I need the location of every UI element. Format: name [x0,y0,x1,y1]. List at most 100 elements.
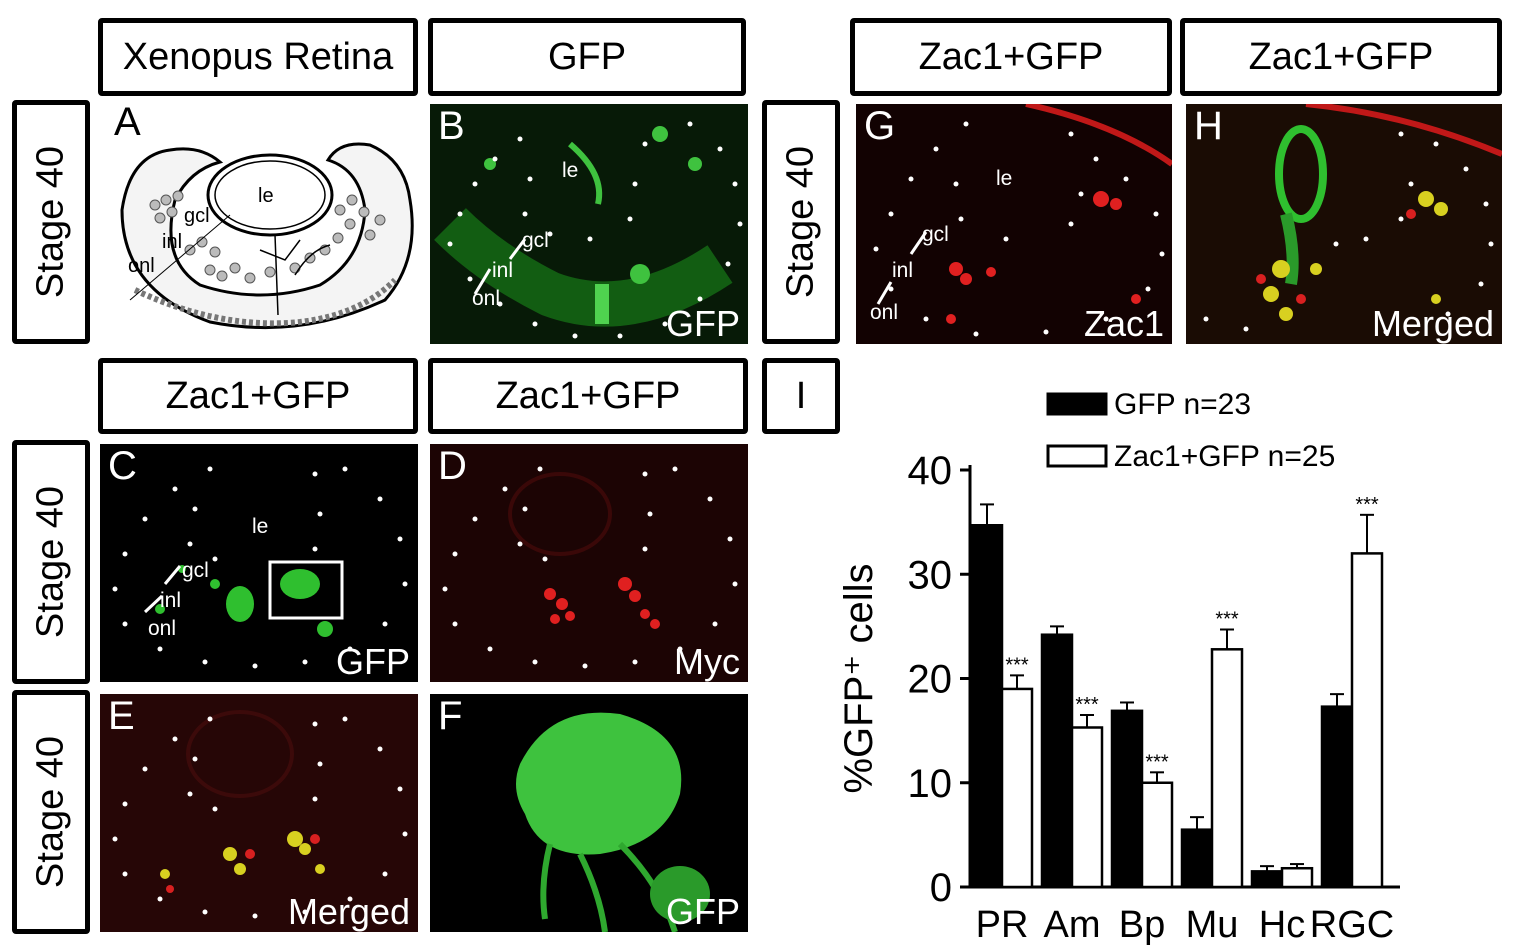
panel-caption: GFP [665,891,740,932]
significance-label: *** [1075,694,1099,716]
legend-label: GFP n=23 [1114,388,1251,421]
label-onl: onl [472,287,501,310]
label-le: le [562,159,579,182]
boundary-dots [1203,131,1494,335]
panel-c-image [112,466,408,669]
panel-f-image [516,712,710,932]
stage-text: Stage 40 [779,145,822,299]
panel-d-image [442,466,738,669]
y-tick-label: 0 [930,866,952,910]
header-zac1-gfp-d: Zac1+GFP [428,358,748,434]
label-onl: onl [148,617,177,640]
header-text: Zac1+GFP [495,374,681,417]
panel-d-myc: D Myc [430,444,748,682]
x-tick-label: Hc [1259,904,1305,946]
label-inl: inl [160,589,182,612]
stage-label-row1-right: Stage 40 [762,100,840,344]
header-xenopus-retina: Xenopus Retina [98,18,418,96]
legend-swatch [1046,392,1108,416]
panel-h-image [1203,104,1502,335]
significance-label: *** [1145,751,1169,773]
header-text: Xenopus Retina [122,35,394,78]
label-le: le [996,167,1013,190]
header-text: Zac1+GFP [165,374,351,417]
panel-letter: B [438,104,465,148]
legend-label: Zac1+GFP n=25 [1114,440,1335,473]
significance-label: *** [1215,609,1239,631]
header-text: I [795,374,807,417]
panel-a-schematic: A le gcl inl onl [100,100,418,344]
panel-caption: Merged [287,891,410,932]
x-tick-label: Bp [1119,904,1165,946]
significance-label: *** [1355,494,1379,516]
zoom-box [268,560,344,620]
bar [1180,828,1214,889]
boundary-dots [112,716,408,919]
x-tick-label: Mu [1186,904,1239,946]
header-zac1-gfp-g: Zac1+GFP [850,18,1172,96]
panel-letter: A [114,100,141,144]
panel-b-image [434,121,743,339]
panel-caption: Myc [674,641,740,682]
label-inl: inl [492,259,514,282]
label-onl: onl [870,301,899,324]
y-tick-label: 40 [908,449,953,493]
stage-label-row1: Stage 40 [12,100,90,344]
boundary-dots [447,121,743,339]
bar [1210,648,1244,889]
chart-legend: GFP n=23 Zac1+GFP n=25 [1046,388,1335,473]
bar [1040,633,1074,889]
panel-letter: F [438,694,463,738]
label-inl: inl [162,231,183,253]
panel-f-gfp-zoom: F GFP [430,694,748,932]
panel-caption: GFP [335,641,410,682]
panel-e-merged: E Merged [100,694,418,932]
panel-h-merged: H Merged [1186,104,1502,344]
stage-label-row3: Stage 40 [12,690,90,934]
bar [1070,726,1104,889]
bar [1280,866,1314,889]
y-tick-label: 10 [908,762,953,806]
chart-bars: *** *** *** *** *** [970,494,1384,889]
boundary-dots [873,121,1165,337]
panel-g-image [873,104,1172,337]
label-onl: onl [128,255,155,277]
stage-label-row2: Stage 40 [12,440,90,684]
chart-axes: 0 10 20 30 40 %GFP⁺ cells PR Am Bp Mu Hc RGC [837,449,1400,946]
x-tick-label: RGC [1310,904,1394,946]
stage-text: Stage 40 [29,145,72,299]
label-gcl: gcl [182,559,209,582]
header-text: Zac1+GFP [1248,35,1434,78]
x-tick-label: Am [1044,904,1101,946]
bar [1350,552,1384,889]
header-text: Zac1+GFP [918,35,1104,78]
x-tick-label: PR [976,904,1029,946]
panel-caption: Merged [1371,303,1494,344]
y-tick-label: 20 [908,658,953,702]
bar [1140,781,1174,889]
panel-g-zac1: G le gcl inl onl Zac1 [856,104,1172,344]
bar [1110,709,1144,889]
stage-text: Stage 40 [29,735,72,889]
significance-label: *** [1005,654,1029,676]
panel-b-gfp: B le gcl inl onl GFP [430,104,748,344]
panel-letter: E [108,694,135,738]
boundary-dots [442,466,738,669]
stage-text: Stage 40 [29,485,72,639]
panel-letter: H [1194,104,1223,148]
bar [1250,870,1284,889]
bar [1000,687,1034,889]
y-axis-label: %GFP⁺ cells [837,563,881,793]
panel-letter: G [864,104,896,148]
label-inl: inl [892,259,914,282]
panel-letter: D [438,444,467,488]
retina-schematic [120,142,414,330]
bar [1320,705,1354,889]
label-gcl: gcl [522,229,549,252]
bar [970,524,1004,889]
bar-chart: GFP n=23 Zac1+GFP n=25 0 10 20 30 40 %GFP⁺ cel… [837,388,1400,946]
label-le: le [252,515,269,538]
header-zac1-gfp-c: Zac1+GFP [98,358,418,434]
panel-letter: C [108,444,137,488]
panel-caption: GFP [665,303,740,344]
